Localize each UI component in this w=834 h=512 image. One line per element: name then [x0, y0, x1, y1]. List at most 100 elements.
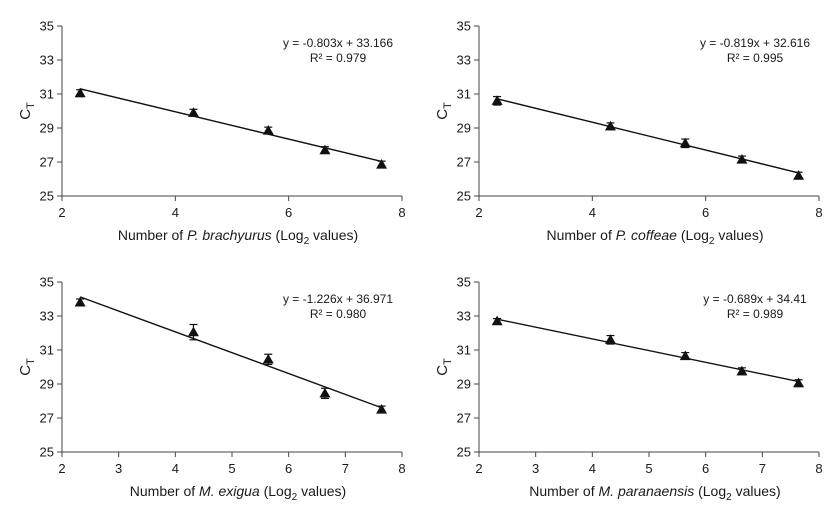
y-tick-label: 25	[40, 445, 54, 460]
y-tick-label: 25	[457, 445, 471, 460]
x-label-species: P. coffeae	[616, 227, 677, 243]
x-tick-label: 2	[475, 205, 482, 220]
regression-equation: y = -0.689x + 34.41	[703, 292, 807, 306]
x-label-species: M. exigua	[199, 483, 260, 499]
y-tick-label: 33	[457, 309, 471, 324]
y-tick-label: 27	[40, 411, 54, 426]
x-tick-label: 7	[759, 461, 766, 476]
y-axis-label-subscript: T	[442, 358, 454, 365]
x-tick-label: 8	[398, 205, 405, 220]
data-point-triangle	[262, 353, 274, 364]
x-label-species: P. brachyurus	[187, 227, 272, 243]
x-label-suffix: (Log	[272, 227, 304, 243]
chart-panel-m-exigua: 25 27 29 31 33 35 2 3 4 5 6 7 8 y = -1.226x + 36.971 R…	[0, 256, 417, 512]
x-label-suffix: (Log	[260, 483, 292, 499]
r-squared-label: R² = 0.979	[310, 51, 367, 65]
data-point-triangle	[262, 125, 274, 135]
data-point-triangle	[491, 95, 503, 105]
data-point-triangle	[376, 159, 388, 169]
x-tick-label: 6	[285, 205, 292, 220]
x-label-end: values)	[297, 483, 346, 499]
y-tick-label: 25	[457, 189, 471, 204]
data-point-triangle	[736, 365, 748, 376]
x-tick-label: 4	[172, 205, 179, 220]
x-tick-label: 6	[285, 461, 292, 476]
data-point-triangle	[187, 326, 199, 337]
x-tick-label: 5	[645, 461, 652, 476]
y-tick-label: 27	[40, 155, 54, 170]
x-tick-label: 5	[228, 461, 235, 476]
x-label-subscript: 2	[726, 492, 732, 503]
data-point-triangle	[74, 296, 86, 307]
y-tick-label: 33	[40, 53, 54, 68]
chart-svg: 25 27 29 31 33 35 2 3 4 5 6 7 8 y = -1.226x + 36.971R…	[17, 275, 406, 504]
x-tick-label: 4	[589, 461, 596, 476]
y-tick-label: 35	[457, 19, 471, 34]
x-label-prefix: Number of	[546, 227, 615, 243]
x-label-prefix: Number of	[529, 483, 598, 499]
regression-equation: y = -1.226x + 36.971	[283, 292, 393, 306]
y-axis-label-main: C	[434, 365, 451, 376]
x-tick-label: 6	[702, 461, 709, 476]
x-tick-label: 2	[475, 461, 482, 476]
x-label-end: values)	[732, 483, 781, 499]
x-label-end: values)	[714, 227, 763, 243]
chart-panel-m-paranaensis: 25 27 29 31 33 35 2 3 4 5 6 7 8 y = -0.689x + 34.41 R²…	[417, 256, 834, 512]
data-point-triangle	[319, 144, 331, 155]
x-label-end: values)	[309, 227, 358, 243]
data-point-triangle	[187, 107, 199, 117]
x-tick-label: 4	[172, 461, 179, 476]
y-axis-label-subscript: T	[25, 102, 37, 109]
chart-panel-p-coffeae: 25 27 29 31 33 35 2 4 6 8 y = -0.819x + 32.616 R² =…	[417, 0, 834, 256]
y-axis-label: CT	[434, 358, 454, 376]
y-tick-label: 29	[40, 377, 54, 392]
data-point-triangle	[376, 404, 388, 414]
data-point-triangle	[679, 350, 691, 361]
x-label-suffix: (Log	[694, 483, 726, 499]
x-tick-label: 8	[398, 461, 405, 476]
x-tick-label: 2	[58, 205, 65, 220]
data-point-triangle	[793, 377, 805, 388]
r-squared-label: R² = 0.980	[310, 307, 367, 321]
chart-svg: 25 27 29 31 33 35 2 3 4 5 6 7 8 y = -0.689x + 34.41R²…	[434, 275, 823, 504]
data-point-triangle	[319, 387, 331, 398]
y-tick-label: 27	[457, 155, 471, 170]
x-tick-label: 6	[702, 205, 709, 220]
y-axis-label: CT	[17, 102, 37, 120]
data-point-triangle	[679, 137, 691, 148]
trend-line	[496, 98, 799, 174]
data-point-triangle	[604, 334, 616, 344]
x-label-prefix: Number of	[130, 483, 199, 499]
regression-equation: y = -0.803x + 33.166	[283, 36, 393, 50]
y-tick-label: 35	[457, 275, 471, 290]
data-point-triangle	[604, 120, 616, 131]
x-tick-label: 3	[532, 461, 539, 476]
x-axis-label: Number of M. exigua (Log2 values)	[130, 483, 346, 503]
y-tick-label: 31	[40, 87, 54, 102]
y-tick-label: 35	[40, 19, 54, 34]
r-squared-label: R² = 0.989	[727, 307, 784, 321]
r-squared-label: R² = 0.995	[727, 51, 784, 65]
data-point-triangle	[74, 87, 86, 98]
y-axis-label-subscript: T	[442, 102, 454, 109]
y-tick-label: 29	[457, 377, 471, 392]
y-tick-label: 25	[40, 189, 54, 204]
y-tick-label: 31	[457, 87, 471, 102]
y-axis-label: CT	[17, 358, 37, 376]
chart-panel-p-brachyurus: 25 27 29 31 33 35 2 4 6 8 y = -0.803x + 33.166 R² =…	[0, 0, 417, 256]
y-tick-label: 27	[457, 411, 471, 426]
x-tick-label: 3	[115, 461, 122, 476]
y-tick-label: 33	[40, 309, 54, 324]
trend-line	[79, 296, 382, 409]
x-tick-label: 4	[589, 205, 596, 220]
x-axis-label: Number of M. paranaensis (Log2 values)	[529, 483, 780, 503]
x-label-subscript: 2	[709, 236, 715, 247]
x-axis-label: Number of P. coffeae (Log2 values)	[546, 227, 763, 247]
x-label-subscript: 2	[292, 492, 298, 503]
data-point-triangle	[491, 315, 503, 326]
x-tick-label: 8	[815, 205, 822, 220]
data-point-triangle	[736, 153, 748, 164]
x-label-suffix: (Log	[677, 227, 709, 243]
